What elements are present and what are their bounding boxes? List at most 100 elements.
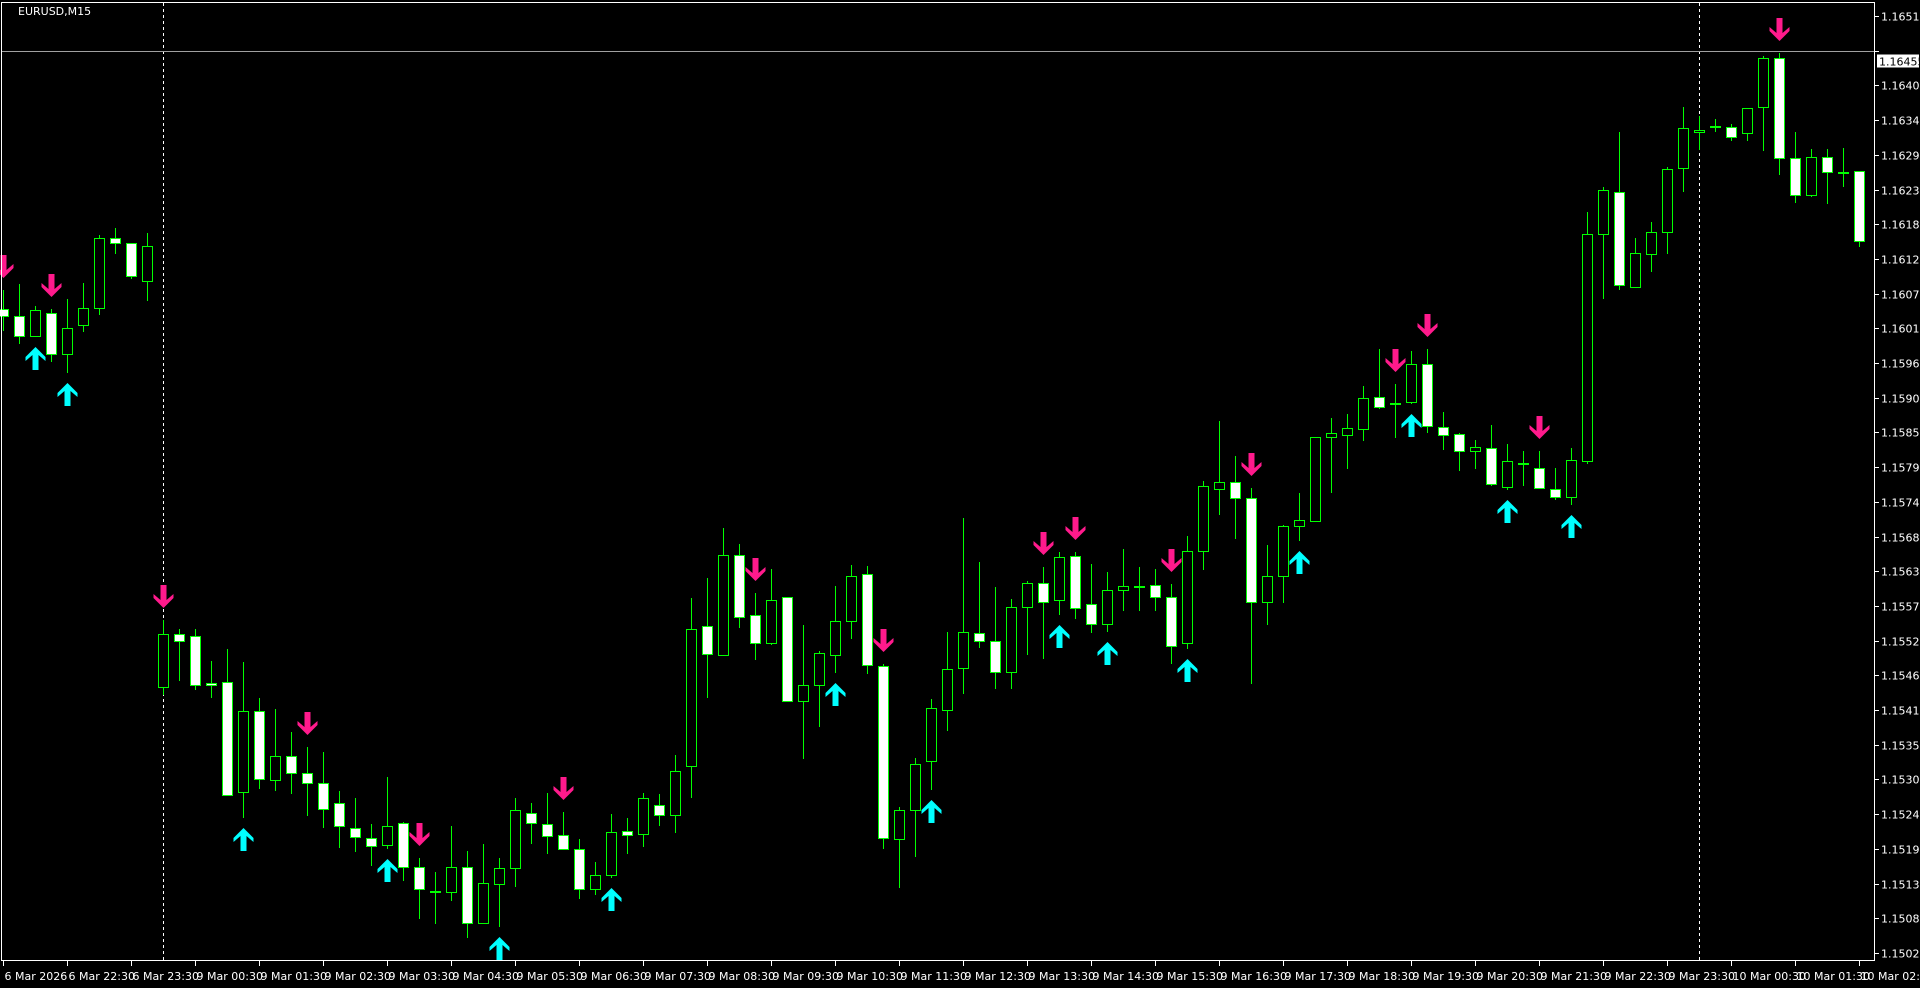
candle: [862, 566, 873, 674]
time-tick-label: 9 Mar 23:30: [1669, 970, 1735, 983]
candle: [702, 578, 713, 698]
candle-body-bear: [974, 633, 985, 642]
candle-body-bull: [142, 246, 153, 282]
candle: [46, 309, 57, 362]
candle-body-bull: [382, 826, 393, 846]
candle: [1790, 132, 1801, 203]
candle-body-bull: [158, 634, 169, 688]
buy-arrow-icon: [1097, 642, 1118, 665]
buy-arrow-icon: [1401, 414, 1422, 437]
time-tick-label: 10 Mar 01:30: [1797, 970, 1870, 983]
candle-body-bull: [894, 810, 905, 840]
time-tick-label: 9 Mar 22:30: [1605, 970, 1671, 983]
candle: [0, 290, 9, 331]
candle: [1230, 456, 1241, 539]
candle: [1198, 481, 1209, 570]
candle-body-bear: [398, 823, 409, 868]
candle: [1134, 567, 1145, 611]
candle: [590, 862, 601, 895]
candle-body-bear: [366, 838, 377, 847]
sell-arrow-icon: [409, 823, 430, 846]
candle: [494, 858, 505, 927]
candle-body-bear: [558, 835, 569, 850]
candle-body-bear: [174, 634, 185, 642]
candle: [798, 625, 809, 759]
candle-body-bull: [270, 756, 281, 781]
candle: [974, 562, 985, 648]
price-tick-label: 1.16235: [1881, 185, 1920, 198]
candle-body-bull: [1694, 130, 1705, 133]
candle: [1262, 545, 1273, 625]
candle-doji: [1518, 463, 1529, 465]
candle-body-bull: [1582, 234, 1593, 462]
candle-body-bull: [1358, 398, 1369, 430]
candle-body-bear: [110, 238, 121, 244]
candle-body-bull: [670, 771, 681, 816]
candle-body-bull: [30, 310, 41, 337]
candle-body-bear: [750, 615, 761, 644]
candle-body-bull: [766, 600, 777, 644]
candle: [942, 632, 953, 731]
candle: [878, 664, 889, 849]
price-tick-label: 1.15685: [1881, 532, 1920, 545]
candle-body-bull: [1806, 157, 1817, 196]
price-tick-label: 1.16070: [1881, 289, 1920, 302]
candle-body-bear: [1550, 489, 1561, 498]
candle: [206, 661, 217, 698]
candle: [1758, 56, 1769, 151]
candle-body-bull: [1598, 190, 1609, 235]
candle-body-bull: [1214, 482, 1225, 490]
candle: [462, 851, 473, 938]
candle: [766, 569, 777, 645]
candle-doji: [1838, 172, 1849, 174]
candle: [1278, 525, 1289, 603]
time-tick-label: 9 Mar 19:30: [1413, 970, 1479, 983]
time-axis[interactable]: 6 Mar 2026 6 Mar 22:306 Mar 23:309 Mar 00…: [3, 961, 1920, 983]
candle: [1854, 171, 1865, 247]
candle-body-bull: [1278, 526, 1289, 577]
candle: [830, 586, 841, 673]
candle: [94, 235, 105, 315]
candle: [158, 620, 169, 695]
buy-arrow-icon: [1497, 500, 1518, 523]
time-tick-label: 9 Mar 12:30: [965, 970, 1031, 983]
candle-body-bull: [798, 685, 809, 702]
candle: [398, 822, 409, 881]
candle: [1518, 451, 1529, 486]
price-tick-label: 1.15850: [1881, 427, 1920, 440]
time-tick-label: 9 Mar 13:30: [1029, 970, 1095, 983]
sell-arrow-icon: [297, 712, 318, 735]
candle-body-bull: [1758, 58, 1769, 108]
price-tick-label: 1.15300: [1881, 774, 1920, 787]
candle-body-bull: [1502, 461, 1513, 488]
price-axis[interactable]: 1.16510 1.16455 1.16400 1.16345 1.16290 1.162…: [1875, 11, 1920, 961]
sell-arrow-icon: [873, 629, 894, 652]
time-tick-label: 9 Mar 01:30: [261, 970, 327, 983]
candle-body-bull: [1406, 364, 1417, 403]
candle-body-bull: [958, 632, 969, 669]
candle: [30, 306, 41, 337]
candle-body-bear: [286, 756, 297, 774]
price-tick-label: 1.15135: [1881, 879, 1920, 892]
candle-body-bull: [814, 653, 825, 686]
candle: [1838, 148, 1849, 187]
candle: [142, 233, 153, 301]
price-tick-label: 1.16345: [1881, 115, 1920, 128]
sell-arrow-icon: [1161, 549, 1182, 572]
candle: [254, 698, 265, 789]
price-tick-label: 1.15520: [1881, 636, 1920, 649]
candle: [1054, 552, 1065, 615]
candle: [302, 747, 313, 816]
candle: [542, 793, 553, 854]
sell-arrow-icon: [1033, 532, 1054, 555]
candle-body-bear: [414, 867, 425, 890]
candle-body-bull: [238, 711, 249, 793]
time-tick-label: 9 Mar 02:30: [325, 970, 391, 983]
candle: [1694, 116, 1705, 150]
current-price-label: 1.16455: [1879, 56, 1920, 69]
candle-body-bear: [1038, 583, 1049, 603]
sell-arrow-icon: [1529, 416, 1550, 439]
candle-doji: [1134, 586, 1145, 588]
candle: [750, 593, 761, 660]
